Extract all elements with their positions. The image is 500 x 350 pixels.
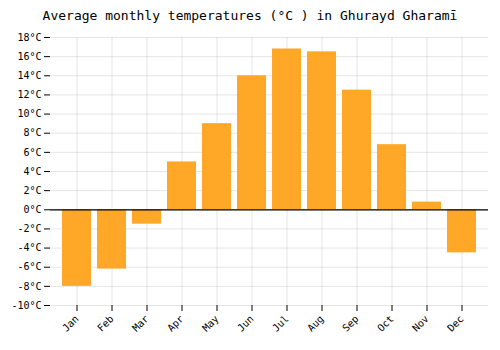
svg-text:12°C: 12°C bbox=[17, 89, 41, 100]
svg-text:-8°C: -8°C bbox=[17, 281, 41, 292]
svg-text:-4°C: -4°C bbox=[17, 242, 41, 253]
svg-text:Dec: Dec bbox=[445, 313, 466, 334]
svg-text:Jul: Jul bbox=[270, 313, 291, 334]
html-text:Average monthly temperatures (: Average monthly temperatures (°C ) in Gh… bbox=[42, 8, 458, 23]
svg-text:Nov: Nov bbox=[410, 313, 431, 334]
svg-text:4°C: 4°C bbox=[23, 166, 41, 177]
svg-text:16°C: 16°C bbox=[17, 51, 41, 62]
svg-text:Jun: Jun bbox=[235, 313, 256, 334]
svg-text:Aug: Aug bbox=[305, 313, 326, 334]
svg-text:Jan: Jan bbox=[60, 313, 81, 334]
svg-text:-10°C: -10°C bbox=[11, 300, 41, 311]
svg-text:2°C: 2°C bbox=[23, 185, 41, 196]
svg-text:Apr: Apr bbox=[165, 313, 186, 334]
svg-text:8°C: 8°C bbox=[23, 127, 41, 138]
svg-text:-2°C: -2°C bbox=[17, 223, 41, 234]
svg-text:-6°C: -6°C bbox=[17, 261, 41, 272]
svg-text:Mar: Mar bbox=[130, 313, 151, 334]
svg-text:Feb: Feb bbox=[95, 313, 116, 334]
svg-text:10°C: 10°C bbox=[17, 108, 41, 119]
svg-text:May: May bbox=[200, 313, 221, 334]
svg-text:Sep: Sep bbox=[340, 313, 361, 334]
svg-text:Oct: Oct bbox=[375, 313, 396, 334]
svg-text:0°C: 0°C bbox=[23, 204, 41, 215]
svg-text:14°C: 14°C bbox=[17, 70, 41, 81]
svg-text:18°C: 18°C bbox=[17, 32, 41, 43]
svg-text:6°C: 6°C bbox=[23, 147, 41, 158]
